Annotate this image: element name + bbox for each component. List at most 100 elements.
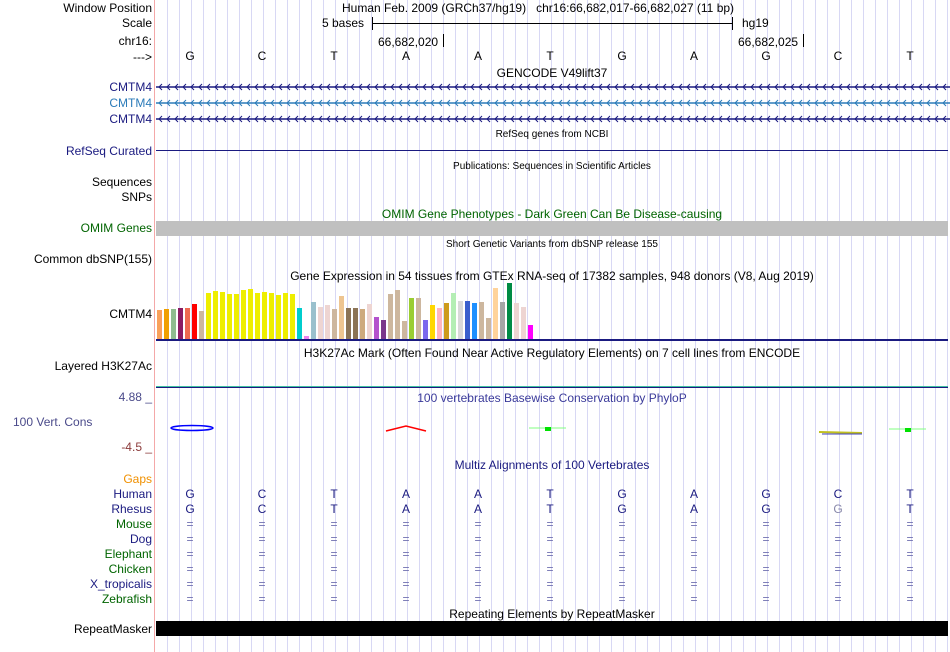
- gencode-transcript-line[interactable]: [156, 99, 950, 107]
- omim-label[interactable]: OMIM Genes: [80, 221, 152, 235]
- refseq-line[interactable]: [156, 150, 948, 151]
- grid-line: [731, 0, 732, 652]
- gtex-tissue-bar[interactable]: [409, 298, 414, 339]
- gtex-tissue-bar[interactable]: [332, 309, 337, 339]
- gtex-tissue-bar[interactable]: [227, 294, 232, 339]
- gtex-tissue-bar[interactable]: [353, 308, 358, 339]
- gtex-tissue-bar[interactable]: [171, 309, 176, 339]
- gencode-transcript-label[interactable]: CMTM4: [109, 80, 152, 94]
- gtex-tissue-bar[interactable]: [451, 293, 456, 339]
- alignment-base: =: [186, 562, 194, 576]
- snps-label[interactable]: SNPs: [121, 190, 152, 204]
- alignment-base: A: [401, 502, 410, 516]
- h3k27ac-line-teal: [156, 386, 948, 387]
- gtex-tissue-bar[interactable]: [234, 294, 239, 339]
- gtex-label[interactable]: CMTM4: [109, 307, 152, 321]
- dbsnp-label[interactable]: Common dbSNP(155): [33, 252, 152, 266]
- species-label[interactable]: Elephant: [104, 547, 152, 561]
- alignment-base: =: [762, 577, 770, 591]
- sequences-label[interactable]: Sequences: [91, 175, 152, 189]
- gtex-tissue-bar[interactable]: [381, 320, 386, 339]
- gtex-tissue-bar[interactable]: [507, 283, 512, 339]
- gtex-tissue-bar[interactable]: [423, 320, 428, 339]
- gtex-tissue-bar[interactable]: [241, 290, 246, 339]
- gtex-tissue-bar[interactable]: [325, 305, 330, 339]
- gtex-tissue-bar[interactable]: [346, 308, 351, 339]
- repeat-element-bar[interactable]: [156, 621, 948, 636]
- gtex-tissue-bar[interactable]: [290, 294, 295, 339]
- base-letter: A: [401, 49, 410, 63]
- base-letter: T: [906, 49, 914, 63]
- phylop-max: 4.88 _: [118, 390, 152, 404]
- gencode-transcript-label[interactable]: CMTM4: [109, 96, 152, 110]
- gtex-tissue-bar[interactable]: [318, 307, 323, 339]
- gtex-tissue-bar[interactable]: [395, 290, 400, 339]
- window-position-label: Window Position: [63, 1, 152, 15]
- gtex-tissue-bar[interactable]: [416, 298, 421, 339]
- gtex-tissue-bar[interactable]: [157, 310, 162, 339]
- alignment-base: =: [834, 577, 842, 591]
- species-label[interactable]: Chicken: [108, 562, 152, 576]
- gtex-tissue-bar[interactable]: [479, 302, 484, 339]
- label-separator: [154, 0, 155, 652]
- gtex-tissue-bar[interactable]: [178, 308, 183, 339]
- gencode-transcript-line[interactable]: [156, 115, 950, 123]
- gtex-tissue-bar[interactable]: [430, 305, 435, 339]
- species-label[interactable]: Human: [113, 487, 152, 501]
- gencode-title: GENCODE V49lift37: [496, 66, 608, 80]
- gtex-tissue-bar[interactable]: [514, 303, 519, 339]
- gtex-tissue-bar[interactable]: [458, 301, 463, 339]
- alignment-base: =: [690, 517, 698, 531]
- gtex-tissue-bar[interactable]: [465, 301, 470, 339]
- refseq-label[interactable]: RefSeq Curated: [65, 144, 152, 158]
- omim-gene-bar[interactable]: [156, 221, 948, 236]
- species-label[interactable]: Rhesus: [111, 502, 152, 516]
- gtex-tissue-bar[interactable]: [402, 321, 407, 339]
- gencode-transcript-label[interactable]: CMTM4: [109, 112, 152, 126]
- alignment-base: =: [546, 592, 554, 606]
- alignment-base: G: [761, 502, 771, 516]
- gtex-tissue-bar[interactable]: [311, 302, 316, 339]
- species-label[interactable]: Dog: [129, 532, 152, 546]
- gtex-tissue-bar[interactable]: [472, 303, 477, 339]
- gtex-tissue-bar[interactable]: [192, 304, 197, 339]
- species-label[interactable]: Zebrafish: [101, 592, 152, 606]
- gtex-tissue-bar[interactable]: [213, 291, 218, 339]
- gtex-tissue-bar[interactable]: [486, 318, 491, 339]
- gtex-tissue-bar[interactable]: [283, 293, 288, 339]
- gtex-tissue-bar[interactable]: [388, 294, 393, 339]
- gtex-tissue-bar[interactable]: [437, 308, 442, 339]
- gtex-tissue-bar[interactable]: [304, 336, 309, 339]
- gtex-tissue-bar[interactable]: [276, 295, 281, 339]
- repeatmasker-label[interactable]: RepeatMasker: [73, 622, 152, 636]
- gtex-tissue-bar[interactable]: [339, 296, 344, 339]
- gtex-tissue-bar[interactable]: [248, 289, 253, 339]
- gtex-tissue-bar[interactable]: [493, 288, 498, 339]
- gtex-tissue-bar[interactable]: [255, 293, 260, 339]
- gtex-tissue-bar[interactable]: [297, 308, 302, 339]
- gtex-tissue-bar[interactable]: [528, 325, 533, 339]
- gtex-tissue-bar[interactable]: [262, 292, 267, 339]
- gtex-tissue-bar[interactable]: [220, 292, 225, 339]
- gtex-tissue-bar[interactable]: [500, 302, 505, 339]
- gtex-tissue-bar[interactable]: [374, 317, 379, 339]
- species-label[interactable]: Mouse: [115, 517, 152, 531]
- base-letter: T: [546, 49, 554, 63]
- gencode-transcript-line[interactable]: [156, 83, 950, 91]
- species-label[interactable]: X_tropicalis: [89, 577, 152, 591]
- gtex-tissue-bar[interactable]: [360, 309, 365, 339]
- gtex-tissue-bar[interactable]: [164, 309, 169, 339]
- gtex-tissue-bar[interactable]: [206, 293, 211, 339]
- gtex-tissue-bar[interactable]: [367, 304, 372, 339]
- tick-mark: [443, 34, 444, 47]
- gtex-tissue-bar[interactable]: [521, 307, 526, 339]
- h3k27ac-label[interactable]: Layered H3K27Ac: [54, 359, 152, 373]
- gtex-tissue-bar[interactable]: [199, 311, 204, 339]
- gaps-label[interactable]: Gaps: [123, 472, 152, 486]
- gtex-tissue-bar[interactable]: [185, 308, 190, 339]
- gtex-tissue-bar[interactable]: [269, 293, 274, 339]
- alignment-base: =: [258, 577, 266, 591]
- gtex-tissue-bar[interactable]: [444, 303, 449, 339]
- phylop-label[interactable]: 100 Vert. Cons: [13, 415, 93, 429]
